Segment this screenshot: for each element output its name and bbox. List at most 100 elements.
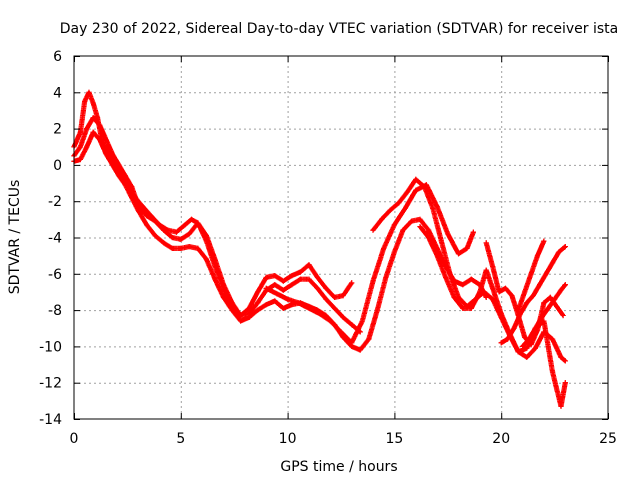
data-point	[502, 285, 509, 291]
data-point	[122, 182, 128, 188]
data-point	[545, 305, 551, 311]
data-point	[109, 162, 115, 168]
data-point	[537, 282, 543, 288]
data-point	[188, 216, 195, 222]
data-point	[195, 245, 201, 251]
data-point	[404, 189, 410, 195]
data-point	[338, 329, 344, 335]
data-point	[129, 184, 135, 190]
data-point	[129, 195, 135, 201]
data-point	[460, 305, 466, 311]
data-point	[549, 369, 556, 375]
x-tick-label: 20	[492, 431, 510, 447]
data-point	[498, 340, 504, 346]
data-point	[340, 293, 346, 299]
data-point	[430, 205, 436, 212]
data-point	[263, 285, 269, 291]
data-point	[229, 307, 235, 313]
data-point	[220, 294, 227, 300]
data-point	[90, 115, 96, 121]
data-point	[370, 278, 376, 284]
data-point	[86, 89, 92, 95]
data-point	[483, 240, 489, 246]
x-axis-label: GPS time / hours	[280, 459, 397, 475]
data-point	[349, 340, 355, 346]
data-point	[498, 311, 504, 317]
data-point	[539, 314, 545, 320]
data-point	[255, 307, 261, 313]
data-point	[297, 276, 303, 282]
data-point	[255, 289, 261, 295]
data-point	[468, 276, 474, 282]
y-tick-label: -10	[39, 339, 62, 355]
data-point	[421, 184, 427, 190]
data-point	[285, 296, 291, 302]
data-point	[477, 289, 483, 295]
data-point	[238, 318, 244, 324]
series-markers	[71, 129, 489, 353]
data-point	[122, 173, 128, 179]
data-point	[349, 280, 355, 286]
data-point	[306, 262, 312, 268]
data-point	[103, 151, 109, 157]
data-point	[549, 336, 556, 342]
data-point	[417, 216, 423, 222]
data-point	[391, 222, 397, 228]
data-point	[374, 307, 380, 313]
data-point	[340, 314, 346, 320]
data-point	[515, 307, 521, 313]
data-point	[295, 300, 301, 306]
data-point	[314, 285, 321, 291]
data-point	[161, 227, 167, 233]
data-point	[90, 100, 96, 106]
data-point	[558, 287, 564, 293]
data-point	[289, 282, 295, 288]
data-point	[229, 300, 235, 306]
data-point	[413, 187, 419, 193]
data-point	[552, 296, 558, 302]
y-tick-label: -12	[39, 376, 62, 392]
data-point	[532, 325, 538, 331]
series-track-e	[370, 176, 568, 364]
data-point	[280, 278, 286, 284]
grid-lines	[74, 56, 608, 419]
data-point	[323, 285, 329, 291]
data-point	[169, 245, 175, 251]
data-point	[381, 245, 387, 251]
data-point	[90, 129, 96, 135]
data-point	[560, 312, 566, 319]
data-point	[116, 173, 122, 179]
series-markers	[71, 115, 363, 335]
y-tick-label: -14	[39, 412, 62, 428]
series-track-h	[498, 244, 568, 346]
data-point	[556, 249, 562, 255]
data-point	[77, 156, 83, 163]
x-tick-label: 25	[599, 431, 617, 447]
data-point	[496, 289, 502, 295]
data-point	[460, 282, 466, 288]
data-point	[383, 274, 389, 280]
data-point	[272, 282, 278, 288]
data-point	[370, 227, 376, 233]
data-point	[562, 358, 568, 364]
data-point	[509, 293, 515, 299]
x-tick-label: 5	[176, 431, 185, 447]
data-point	[524, 354, 530, 360]
x-tick-label: 0	[70, 431, 79, 447]
data-point	[306, 305, 312, 311]
y-tick-label: 0	[53, 158, 62, 174]
series-track-d	[263, 182, 476, 346]
series-track-i	[520, 282, 568, 349]
data-point	[464, 245, 470, 251]
data-point	[562, 380, 568, 386]
data-point	[255, 300, 261, 306]
data-point	[391, 249, 397, 255]
data-point	[366, 336, 372, 342]
data-point	[178, 245, 184, 251]
data-point	[84, 144, 90, 150]
data-point	[543, 271, 549, 277]
data-point	[468, 305, 474, 311]
x-tick-label: 15	[385, 431, 403, 447]
data-point	[317, 311, 323, 317]
